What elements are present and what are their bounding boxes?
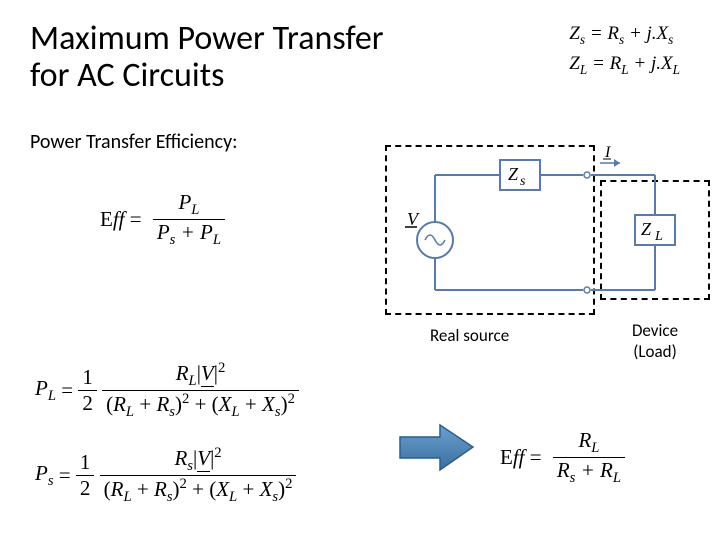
eff2-fraction: RL Rs + RL [553,428,625,487]
efficiency-simplified-equation: Eff = RL Rs + RL [500,428,625,487]
zl-sub: L [654,229,663,244]
eff-lhs: Eff = [100,207,147,232]
eff-fraction: PL Ps + PL [153,190,225,249]
real-source-caption: Real source [430,325,509,346]
pl-num: RL|V|2 [172,360,230,390]
eff-den: Ps + PL [153,220,225,249]
zl-equation: ZL = RL + j.XL [569,50,680,80]
title-line1: Maximum Power Transfer [30,18,384,59]
device-load-text: Device (Load) [632,320,678,362]
pl-lhs: PL [35,376,56,405]
terminal-bottom [584,287,590,293]
terminal-top [584,172,590,178]
circuit-svg: V Z s I Z L [385,145,710,325]
zl-label: Z [641,219,652,239]
ps-den: (RL + Rs)2 + (XL + Xs)2 [100,476,297,506]
pl-main-frac: RL|V|2 (RL + Rs)2 + (XL + Xs)2 [102,360,299,421]
efficiency-equation: Eff = PL Ps + PL [100,190,225,249]
ps-half: 12 [76,450,95,501]
arrow-icon [395,420,475,475]
circuit-diagram: V Z s I Z L [385,145,685,325]
v-label: V [407,209,420,229]
zs-sub: s [520,174,526,189]
pl-equation: PL = 12 RL|V|2 (RL + Rs)2 + (XL + Xs)2 [35,360,299,421]
title-line2: for AC Circuits [30,55,224,96]
eff2-lhs: Eff = [500,445,547,470]
pl-den: (RL + Rs)2 + (XL + Xs)2 [102,391,299,421]
impedance-equations: Zs = Rs + j.Xs ZL = RL + j.XL [569,20,680,79]
zs-label: Z [508,164,519,184]
ps-equation: Ps = 12 Rs|V|2 (RL + Rs)2 + (XL + Xs)2 [35,445,296,506]
eff-num: PL [174,190,203,219]
ps-lhs: Ps [35,461,54,490]
ac-sine-icon [425,235,445,245]
eff2-num: RL [574,428,603,457]
zs-equation: Zs = Rs + j.Xs [569,20,680,50]
pl-half: 12 [78,365,97,416]
device-load-caption: Device (Load) [620,320,690,362]
eff2-den: Rs + RL [553,458,625,487]
ps-main-frac: Rs|V|2 (RL + Rs)2 + (XL + Xs)2 [100,445,297,506]
ps-num: Rs|V|2 [170,445,225,475]
